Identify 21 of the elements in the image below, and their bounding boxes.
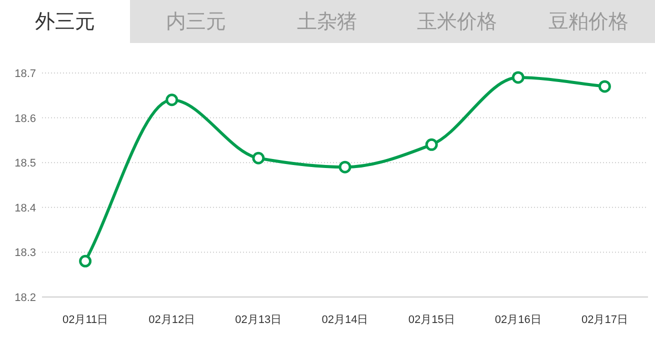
point xyxy=(425,138,438,151)
point xyxy=(252,152,265,164)
x-tick-label: 02月11日 xyxy=(62,314,108,326)
x-tick-label: 02月13日 xyxy=(235,314,282,326)
point xyxy=(166,94,178,106)
y-tick-label: 18.6 xyxy=(14,112,36,125)
y-tick-label: 18.4 xyxy=(14,202,36,214)
x-tick-label: 02月17日 xyxy=(581,314,628,326)
y-tick-label: 18.7 xyxy=(14,68,36,80)
point xyxy=(338,160,352,174)
y-tick-label: 18.5 xyxy=(14,158,36,170)
x-tick-label: 02月15日 xyxy=(408,314,455,326)
point xyxy=(512,71,524,84)
point xyxy=(79,254,92,268)
point xyxy=(598,80,611,93)
tabs: 外三元 内三元 土杂猪 玉米价格 豆粕价格 xyxy=(35,11,628,33)
x-tick-label: 02月16日 xyxy=(494,314,542,326)
y-tick-label: 18.3 xyxy=(14,247,36,260)
x-tick-label: 02月12日 xyxy=(148,314,196,326)
x-tick-label: 02月14日 xyxy=(322,314,368,326)
y-tick-label: 18.2 xyxy=(14,292,36,304)
